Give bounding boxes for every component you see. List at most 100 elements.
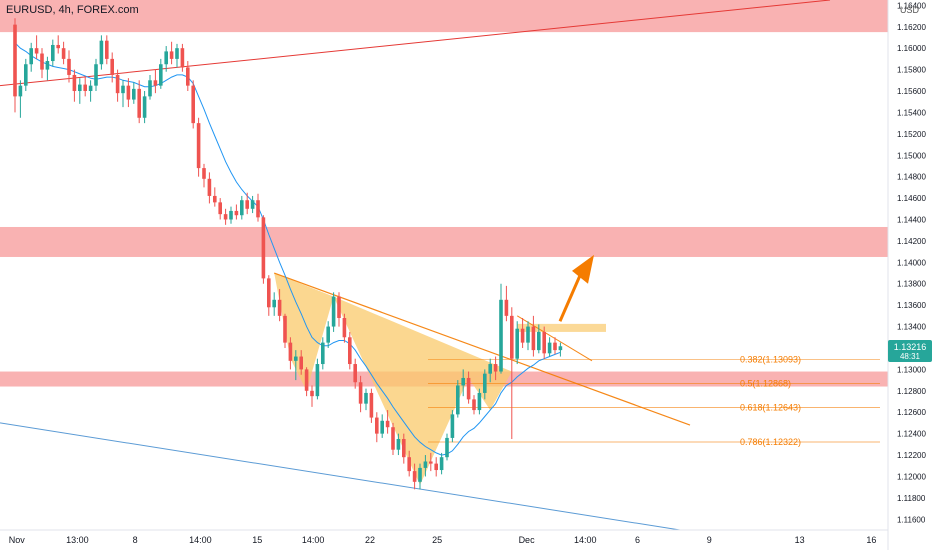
candle-body-67 <box>375 417 379 434</box>
candle-body-5 <box>40 53 44 70</box>
right-shoulder-shape <box>468 371 512 411</box>
candle-body-43 <box>245 200 249 209</box>
candle-body-9 <box>61 48 66 59</box>
price-tick-14: 1.13600 <box>897 301 926 310</box>
arrow-head <box>572 254 594 284</box>
price-tick-23: 1.11600 <box>897 515 926 524</box>
candle-body-19 <box>115 74 120 94</box>
candle-body-71 <box>396 438 401 450</box>
candle-body-41 <box>234 210 239 216</box>
candle-body-75 <box>418 467 422 482</box>
upper-trend-line <box>0 0 831 87</box>
support-resistance-zones <box>0 0 888 387</box>
candle-body-13 <box>83 84 87 92</box>
time-tick-6: 22 <box>365 535 375 545</box>
price-tick-17: 1.12800 <box>897 387 926 396</box>
candle-body-57 <box>321 342 325 365</box>
candle-body-78 <box>434 463 438 471</box>
candle-body-8 <box>56 44 60 49</box>
candle-body-17 <box>105 40 109 59</box>
candle-body-94 <box>520 328 525 343</box>
candle-body-16 <box>99 40 104 65</box>
time-tick-5: 14:00 <box>302 535 325 545</box>
time-tick-2: 8 <box>133 535 138 545</box>
candle-body-40 <box>229 210 233 220</box>
time-tick-3: 14:00 <box>189 535 212 545</box>
candle-body-82 <box>456 385 460 415</box>
time-tick-11: 9 <box>707 535 712 545</box>
time-tick-7: 25 <box>432 535 442 545</box>
price-tick-0: 1.16400 <box>897 1 926 10</box>
candle-body-29 <box>169 51 174 59</box>
time-tick-9: 14:00 <box>574 535 597 545</box>
candle-body-63 <box>353 364 357 383</box>
candle-body-62 <box>348 337 352 365</box>
candle-body-24 <box>142 96 147 118</box>
price-tick-1: 1.16200 <box>897 23 926 32</box>
candle-body-80 <box>445 437 449 458</box>
candle-body-23 <box>137 88 141 118</box>
candle-body-2 <box>24 64 28 86</box>
price-badge-countdown: 48:31 <box>900 352 921 361</box>
candle-body-55 <box>310 390 314 397</box>
candle-body-27 <box>159 64 163 86</box>
price-tick-16: 1.13000 <box>897 365 926 374</box>
candle-body-95 <box>526 326 530 343</box>
candle-body-92 <box>510 315 514 359</box>
candle-body-84 <box>466 377 471 400</box>
price-tick-11: 1.14200 <box>897 237 926 246</box>
price-tick-9: 1.14600 <box>897 194 926 203</box>
candle-body-1 <box>18 85 23 97</box>
candle-body-18 <box>110 58 114 75</box>
candle-body-7 <box>51 44 55 62</box>
candle-body-4 <box>34 48 39 54</box>
candle-body-6 <box>45 61 50 70</box>
candle-body-83 <box>461 377 465 386</box>
candle-body-30 <box>175 48 179 59</box>
arrow-shaft <box>558 270 584 322</box>
candle-body-37 <box>213 195 217 203</box>
candle-body-49 <box>277 299 282 316</box>
candle-body-85 <box>472 399 476 411</box>
candle-body-11 <box>72 74 77 92</box>
zone-1 <box>0 226 888 257</box>
candle-body-58 <box>326 326 330 343</box>
candle-body-14 <box>88 85 93 92</box>
time-tick-12: 13 <box>795 535 805 545</box>
candle-body-47 <box>267 278 271 308</box>
candle-body-42 <box>240 200 244 216</box>
price-tick-10: 1.14400 <box>897 215 926 224</box>
price-badge-price: 1.13216 <box>894 342 927 352</box>
price-badge: 1.13216 48:31 <box>888 340 932 362</box>
candle-body-90 <box>499 299 503 372</box>
candle-body-53 <box>299 356 303 370</box>
fib-label-1: 0.5(1.12868) <box>740 379 791 389</box>
price-tick-12: 1.14000 <box>897 258 926 267</box>
candle-body-39 <box>223 214 228 220</box>
candle-body-61 <box>342 318 347 338</box>
candle-body-3 <box>29 48 33 65</box>
price-tick-3: 1.15800 <box>897 66 926 75</box>
price-tick-5: 1.15400 <box>897 108 926 117</box>
candle-body-26 <box>153 80 158 86</box>
price-tick-21: 1.12000 <box>897 472 926 481</box>
candle-body-56 <box>315 364 320 397</box>
candle-body-44 <box>250 200 255 209</box>
time-axis[interactable]: Nov 13:00 8 14:00 15 14:00 22 25 Dec 14:00 6 9 13 16 <box>0 529 888 545</box>
price-axis[interactable]: 1.16400 1.16200 1.16000 1.15800 1.15600 1.154… <box>887 0 932 550</box>
price-tick-7: 1.15000 <box>897 151 926 160</box>
lower-trend-line <box>0 422 681 531</box>
fib-label-3: 0.786(1.12322) <box>740 437 801 447</box>
candle-body-76 <box>423 461 428 468</box>
price-tick-13: 1.13800 <box>897 280 926 289</box>
price-tick-2: 1.16000 <box>897 44 926 53</box>
candle-body-15 <box>94 64 98 86</box>
candle-body-32 <box>186 67 190 86</box>
handle-box <box>517 323 606 332</box>
time-tick-0: Nov <box>9 535 26 545</box>
trend-lines <box>0 0 831 531</box>
candle-body-64 <box>358 382 363 404</box>
candle-body-22 <box>132 88 136 100</box>
